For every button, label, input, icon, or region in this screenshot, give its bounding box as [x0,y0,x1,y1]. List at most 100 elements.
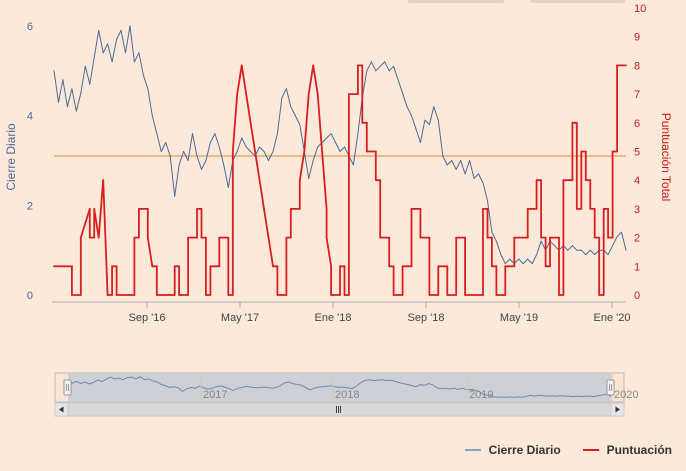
series-segment [464,160,471,175]
series-segment [58,79,64,103]
y-right-tick-label: 5 [634,147,640,159]
series-segment [500,254,506,265]
legend: Cierre Diario Puntuación [464,443,672,457]
plot-area [53,25,627,296]
series-segment [460,160,466,175]
x-tick-label: Sep '16 [129,312,166,324]
series-segment [589,249,596,256]
top-bar-segment [530,0,625,3]
series-segment [580,249,587,256]
series-segment [205,142,211,161]
series-segment [53,70,59,103]
series-segment [169,155,176,197]
series-segment [165,142,171,157]
y-right-tick-label: 6 [634,118,640,130]
series-segment [259,146,265,152]
series-segment [151,115,158,135]
legend-item-cierre-diario[interactable]: Cierre Diario [464,443,561,457]
navigator-handle-left[interactable] [63,379,72,396]
series-segment [339,146,345,152]
navigator-series [67,376,612,398]
top-bar-segment [408,0,504,3]
series-segment [209,133,216,143]
series-segment [325,236,333,268]
series-segment [616,231,622,238]
series-segment [107,43,113,63]
y-left-tick-label: 0 [27,290,33,302]
x-tick-label: Ene '18 [315,312,352,324]
y-left-tick-label: 6 [27,21,33,33]
series-segment [196,155,202,170]
series-segment [281,88,287,99]
series-segment [102,43,109,54]
y-right-tick-label: 9 [634,32,640,44]
series-segment [330,133,336,143]
series-segment [294,115,301,126]
x-tick-label: May '19 [500,312,538,324]
series-segment [567,245,573,251]
series-segment [249,121,257,153]
legend-item-puntuacion[interactable]: Puntuación [582,443,672,457]
series-segment [178,151,185,166]
series-segment [469,160,475,179]
series-segment [415,128,421,143]
series-segment [527,258,533,265]
series-segment [518,258,524,265]
series-segment [93,207,100,239]
series-segment [98,29,104,54]
series-segment [424,119,430,126]
scrollbar-thumb[interactable] [67,402,612,417]
series-segment [352,133,359,166]
series-segment [491,231,497,242]
series-segment [80,65,86,94]
series-segment [428,106,435,126]
y-right-tick-label: 10 [634,3,646,15]
scroll-right-arrow-icon [615,406,620,413]
y-axis-right: 0 1 2 3 4 5 6 7 8 9 10 [634,3,646,302]
y-axis-right-title: Puntuación Total [659,113,673,202]
series-segment [97,179,105,239]
legend-label-puntuacion: Puntuación [606,443,672,457]
series-segment [258,179,265,210]
navigator-years: 2017 2018 2019 2020 [200,373,638,402]
series-segment [303,93,310,153]
navigator-year-label: 2018 [335,389,359,401]
series-segment [621,231,627,251]
series-segment [272,133,278,152]
series-segment [160,142,167,152]
legend-label-cierre-diario: Cierre Diario [488,443,561,457]
scrollbar[interactable] [54,402,625,417]
series-segment [388,65,395,72]
series-segment [62,79,68,108]
y-right-tick-label: 0 [634,290,640,302]
series-segment [192,133,198,157]
series-segment [66,88,73,108]
series-segment [397,79,404,94]
series-segment [214,133,220,148]
series-segment [442,155,448,166]
series-segment [451,160,457,170]
series-segment [75,92,82,112]
series-segment [335,142,341,152]
series-segment [473,173,479,179]
series-segment [111,38,118,63]
y-left-tick-label: 2 [27,200,33,212]
series-segment [290,106,296,117]
series-segment [231,93,239,153]
series-segment [245,146,252,152]
series-segment [406,106,412,117]
series-segment [183,151,189,161]
navigator[interactable]: 2017 2018 2019 2020 [54,372,638,403]
navigator-year-label: 2019 [469,389,493,401]
series-segment [522,258,529,265]
series-segment [370,61,377,72]
series-segment [437,119,444,157]
y-right-tick-label: 2 [634,233,640,245]
series-segment [321,150,328,210]
series-segment [607,245,614,256]
navigator-handle-right[interactable] [606,379,615,396]
series-segment [263,207,270,239]
series-segment [71,88,77,112]
navigator-year-label: 2017 [203,389,227,401]
series-segment [240,64,248,95]
